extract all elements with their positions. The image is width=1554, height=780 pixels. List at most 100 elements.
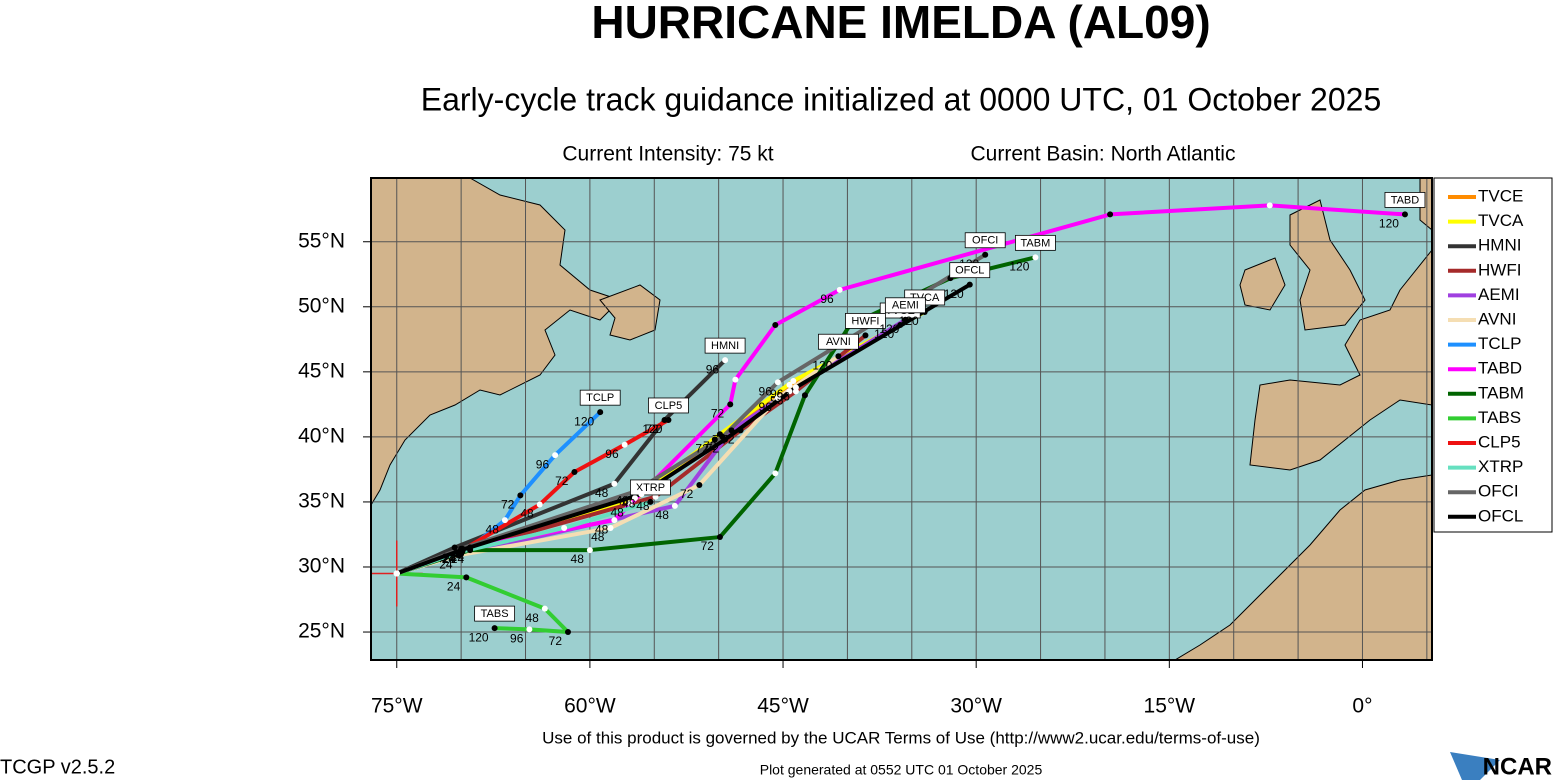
legend-label: TVCE [1478, 186, 1523, 205]
y-tick-label: 55°N [298, 229, 345, 252]
track-point [571, 469, 578, 476]
end-label-box [579, 389, 621, 406]
track-point [638, 491, 645, 498]
tau-label: 24 [442, 552, 456, 566]
track-point [862, 332, 869, 339]
track-point [393, 570, 400, 577]
end-label-box [845, 313, 886, 329]
x-tick-label: 15°W [1144, 695, 1196, 718]
intensity: Current Intensity: 75 kt [562, 143, 773, 166]
track-point [792, 384, 799, 391]
track-point [772, 470, 779, 477]
end-label: XTRP [636, 482, 665, 494]
track-point [631, 495, 638, 502]
end-label-box [630, 479, 671, 496]
end-label: TCLP [586, 392, 614, 404]
track-point [607, 524, 614, 531]
tau-label: 72 [645, 422, 659, 436]
track-point [727, 401, 734, 408]
tau-label: 72 [695, 442, 709, 456]
track-point [467, 547, 474, 554]
track [396, 571, 571, 635]
track-point [611, 480, 618, 487]
tau-label: 72 [680, 487, 694, 501]
end-label: AVNI [826, 336, 851, 348]
y-tick-label: 40°N [298, 424, 345, 447]
y-tick-label: 50°N [298, 294, 345, 317]
title: HURRICANE IMELDA (AL09) [591, 0, 1210, 48]
end-label-box [884, 297, 926, 314]
tau-label: 120 [944, 287, 964, 301]
tau-label: 96 [536, 457, 550, 471]
x-tick-label: 45°W [757, 695, 809, 718]
track-point [737, 427, 744, 434]
tau-label: 96 [777, 390, 791, 404]
basin: Current Basin: North Atlantic [971, 143, 1236, 166]
track-point [801, 392, 808, 399]
subtitle: Early-cycle track guidance initialized a… [421, 81, 1381, 117]
tau-label: 48 [656, 508, 670, 522]
tau-label: 120 [469, 630, 489, 644]
x-tick-label: 60°W [564, 695, 616, 718]
newfoundland [599, 284, 661, 341]
track-point [966, 281, 973, 288]
track-point [728, 427, 735, 434]
track-point [835, 353, 842, 360]
tau-label: 24 [451, 552, 465, 566]
end-label-box [704, 337, 746, 354]
track-point [536, 501, 543, 508]
tau-label: 120 [1379, 217, 1399, 231]
legend [1433, 177, 1553, 533]
land [371, 178, 1432, 660]
tau-label: 96 [759, 384, 773, 398]
track-point [846, 322, 853, 329]
track-point [836, 286, 843, 293]
tau-label: 48 [520, 507, 534, 521]
tau-label: 48 [622, 496, 636, 510]
legend-label: TABM [1478, 383, 1524, 402]
track-point [626, 500, 633, 507]
tau-label: 24 [443, 552, 457, 566]
track-point [541, 605, 548, 612]
end-label: HWFI [851, 315, 879, 327]
tau-label: 48 [595, 486, 609, 500]
generated: Plot generated at 0552 UTC 01 October 20… [760, 762, 1043, 778]
track-point [463, 574, 470, 581]
legend-label: TVCA [1478, 211, 1524, 230]
tau-label: 72 [703, 439, 717, 453]
track-point [526, 626, 533, 633]
tau-label: 48 [486, 522, 500, 536]
end-label: CLP5 [655, 400, 683, 412]
tau-label: 48 [571, 552, 585, 566]
track-point [565, 629, 572, 636]
track-point [1401, 211, 1408, 218]
tau-label: 96 [510, 632, 524, 646]
tau-label: 120 [874, 327, 894, 341]
legend-label: TABS [1478, 408, 1521, 427]
version: TCGP v2.5.2 [0, 756, 115, 778]
x-tick-label: 0° [1352, 695, 1372, 718]
north-america [371, 178, 621, 506]
end-label-box [818, 333, 859, 350]
track-point [552, 452, 559, 459]
end-label: HMNI [711, 340, 739, 352]
legend-label: OFCL [1478, 506, 1523, 525]
map-frame [370, 177, 1433, 661]
track-point [501, 517, 508, 524]
tau-label: 96 [759, 400, 773, 414]
track-point [671, 502, 678, 509]
legend-label: TCLP [1478, 334, 1521, 353]
tau-label: 72 [555, 474, 569, 488]
legend-label: AEMI [1478, 285, 1520, 304]
track-point [722, 357, 729, 364]
track-point [517, 492, 524, 499]
track-point [597, 409, 604, 416]
end-label: OFCI [972, 235, 998, 247]
track-point [982, 251, 989, 258]
track-point [722, 436, 729, 443]
track-point [716, 534, 723, 541]
track-point [774, 379, 781, 386]
track-point [455, 552, 462, 559]
tau-label: 120 [879, 322, 899, 336]
tau-label: 48 [636, 499, 650, 513]
